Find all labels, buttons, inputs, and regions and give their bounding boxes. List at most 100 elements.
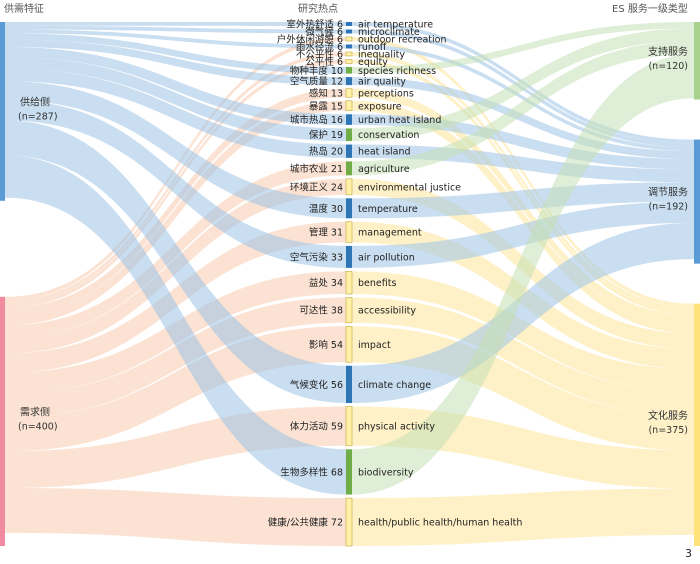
link-topic-to-culture: [352, 100, 694, 334]
link-topic-to-regulate: [352, 44, 694, 152]
right-column-header: ES 服务一级类型: [612, 4, 688, 15]
topic-node: [346, 29, 352, 34]
topic-en-label: health/public health/human health: [358, 518, 522, 529]
topic-cn-label: 环境正义 24: [290, 181, 343, 193]
flow-links: [5, 22, 694, 546]
link-supply-to-topic: [5, 39, 346, 86]
link-demand-to-topic: [5, 297, 346, 418]
link-demand-to-topic: [5, 488, 346, 546]
node-support-count: (n=120): [648, 61, 688, 72]
topic-cn-label: 热岛 20: [309, 146, 343, 158]
topic-en-label: climate change: [358, 380, 431, 391]
topic-node: [345, 59, 353, 64]
topic-cn-label: 雨水径流 6: [296, 41, 343, 53]
topic-cn-label: 室外热舒适 6: [286, 18, 343, 30]
topic-node: [346, 144, 352, 158]
topic-node: [346, 245, 352, 268]
topic-node: [345, 100, 353, 112]
topic-en-label: exposure: [358, 101, 402, 112]
topic-node: [345, 221, 353, 243]
topic-node: [346, 449, 352, 495]
topic-en-label: agriculture: [358, 164, 410, 175]
topic-node: [345, 497, 353, 547]
link-topic-to-regulate: [352, 77, 694, 159]
topic-en-label: biodiversity: [358, 467, 414, 478]
topic-node: [346, 114, 352, 125]
topic-en-label: equity: [358, 57, 388, 68]
link-supply-to-topic: [5, 25, 346, 34]
topic-en-label: air temperature: [358, 19, 433, 30]
link-topic-to-support: [352, 28, 694, 142]
topic-node: [345, 88, 353, 98]
node-regulate-count: (n=192): [648, 202, 688, 213]
topic-en-label: runoff: [358, 42, 387, 53]
topic-en-label: perceptions: [358, 88, 414, 99]
link-supply-to-topic: [5, 99, 346, 268]
link-topic-to-culture: [352, 59, 694, 316]
topic-cn-label: 气候变化 56: [290, 379, 343, 391]
topic-en-label: air quality: [358, 77, 406, 88]
topic-en-label: inequality: [358, 49, 405, 60]
page-number: 3: [685, 547, 692, 560]
link-supply-to-topic: [5, 29, 346, 49]
topic-en-label: microclimate: [358, 27, 420, 38]
topic-cn-label: 可达性 38: [299, 305, 343, 317]
link-topic-to-regulate: [352, 222, 694, 404]
topic-cn-label: 感知 13: [309, 87, 343, 99]
node-support: [694, 22, 700, 100]
topic-en-label: urban heat island: [358, 115, 441, 126]
topic-node: [346, 198, 352, 219]
topic-cn-label: 户外休闲游憩 6: [277, 33, 343, 45]
link-topic-to-support: [352, 40, 694, 176]
topic-en-label: management: [358, 228, 422, 239]
topic-node: [345, 36, 353, 42]
topic-cn-label: 物种丰度 10: [290, 65, 343, 77]
topic-cn-label: 保护 19: [309, 129, 343, 141]
topic-node: [345, 406, 353, 447]
topic-cn-label: 体力活动 59: [290, 421, 343, 433]
topic-en-label: physical activity: [358, 422, 435, 433]
topic-cn-label: 空气污染 33: [290, 251, 343, 263]
topic-node: [345, 297, 353, 324]
left-column-header: 供需特征: [4, 4, 44, 15]
topic-cn-label: 公平性 6: [305, 56, 343, 68]
node-support-label: 支持服务: [648, 45, 688, 58]
link-topic-to-culture: [352, 36, 694, 308]
link-supply-to-topic: [5, 120, 346, 404]
link-topic-to-support: [352, 22, 694, 74]
topic-en-label: accessibility: [358, 306, 416, 317]
topic-en-label: temperature: [358, 204, 418, 215]
topic-cn-label: 暴露 15: [309, 101, 343, 112]
link-topic-to-culture: [352, 271, 694, 391]
node-supply-count: (n=287): [18, 111, 58, 122]
node-demand: [0, 296, 5, 546]
topic-node: [346, 44, 352, 49]
link-demand-to-topic: [5, 100, 346, 326]
topic-cn-label: 影响 54: [309, 339, 343, 351]
link-demand-to-topic: [5, 88, 346, 317]
topic-en-label: benefits: [358, 278, 396, 289]
link-topic-to-support: [352, 54, 694, 495]
topic-node: [345, 326, 353, 363]
topic-en-label: outdoor recreation: [358, 34, 446, 45]
topic-cn-label: 城市热岛 16: [290, 114, 343, 126]
topic-node: [346, 161, 352, 176]
node-demand-count: (n=400): [18, 421, 58, 432]
topic-en-label: species richness: [358, 66, 436, 77]
link-topic-to-regulate: [352, 182, 694, 219]
link-supply-to-topic: [5, 81, 346, 219]
topic-node: [346, 77, 352, 86]
topic-en-label: air pollution: [358, 252, 415, 263]
topic-en-label: conservation: [358, 130, 419, 141]
topic-en-label: environmental justice: [358, 182, 461, 193]
link-topic-to-culture: [352, 51, 694, 312]
link-supply-to-topic: [5, 56, 346, 142]
topic-cn-label: 益处 34: [309, 277, 343, 289]
link-supply-to-topic: [5, 155, 346, 495]
topic-node: [346, 22, 352, 26]
topic-cn-label: 不公平性 6: [296, 48, 343, 60]
node-supply-label: 供给侧: [20, 95, 50, 108]
node-culture-label: 文化服务: [648, 409, 688, 422]
link-demand-to-topic: [5, 221, 346, 373]
topic-node: [345, 178, 353, 196]
